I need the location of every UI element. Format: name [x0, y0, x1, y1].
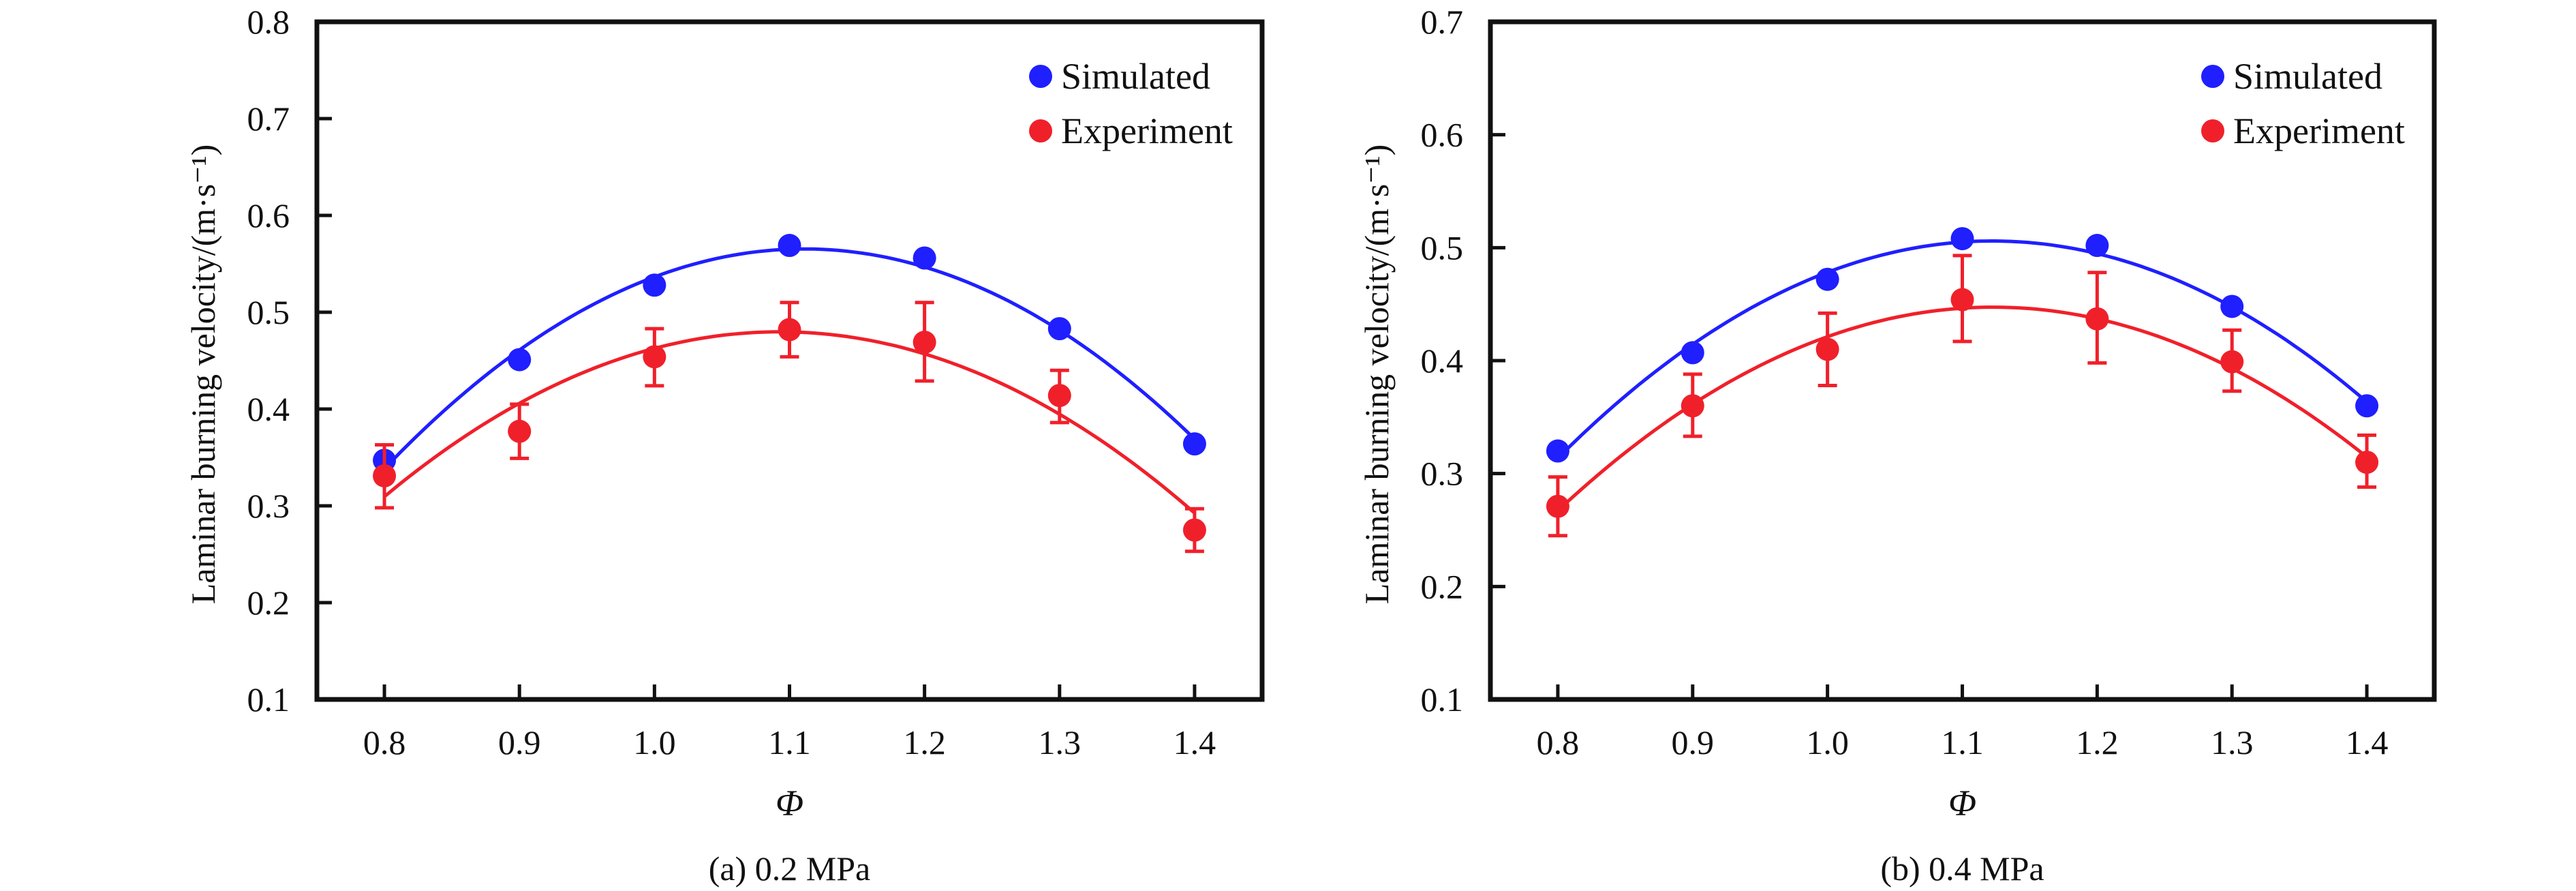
data-point	[1681, 341, 1704, 365]
data-point	[2355, 451, 2379, 474]
legend-label-experiment: Experiment	[1061, 110, 1233, 151]
data-point	[1815, 337, 1839, 361]
y-tick-label: 0.3	[247, 487, 290, 525]
panel-caption: (b) 0.4 MPa	[1880, 849, 2044, 888]
y-tick-label: 0.3	[1421, 455, 1464, 493]
x-tick-label: 1.1	[768, 723, 811, 761]
x-tick-label: 1.0	[1806, 723, 1849, 761]
data-point	[778, 234, 801, 258]
data-point	[1182, 432, 1206, 456]
x-tick-label: 0.8	[363, 723, 406, 761]
y-tick-label: 0.1	[247, 680, 290, 719]
y-tick-label: 0.8	[247, 3, 290, 41]
data-point	[913, 246, 936, 270]
data-point	[643, 345, 666, 369]
x-tick-label: 0.9	[1672, 723, 1715, 761]
data-point	[1182, 518, 1206, 542]
data-point	[2220, 295, 2244, 318]
panel-a: 0.1 0.2 0.3 0.4 0.5 0.6 0.7 0.8 0.8 0.9 1.0 1.1 1.2 1…	[184, 3, 1265, 888]
x-tick-label: 1.1	[1941, 723, 1984, 761]
data-point	[2220, 350, 2244, 374]
data-point	[1546, 494, 1569, 518]
x-axis-title: Φ	[1948, 783, 1976, 824]
legend-label-simulated: Simulated	[2233, 56, 2382, 97]
x-tick-label: 1.2	[903, 723, 946, 761]
data-point	[1950, 288, 1974, 312]
legend-label-simulated: Simulated	[1061, 56, 1210, 97]
y-tick-label: 0.7	[247, 100, 290, 138]
x-tick-label: 1.0	[633, 723, 676, 761]
legend-label-experiment: Experiment	[2233, 110, 2405, 151]
data-point	[1950, 227, 1974, 251]
x-tick-label: 0.8	[1537, 723, 1580, 761]
x-axis-title: Φ	[776, 783, 803, 824]
data-point	[643, 273, 666, 297]
y-tick-label: 0.2	[1421, 567, 1464, 605]
data-point	[1546, 439, 1569, 463]
data-point	[2355, 394, 2379, 418]
y-tick-label: 0.2	[247, 584, 290, 622]
y-tick-label: 0.4	[1421, 342, 1464, 380]
y-axis-title: Laminar burning velocity/(m·s⁻¹)	[184, 145, 222, 605]
panel-caption: (a) 0.2 MPa	[709, 849, 870, 888]
y-tick-label: 0.5	[247, 293, 290, 331]
data-point	[778, 318, 801, 342]
legend-marker-simulated	[2201, 65, 2224, 88]
series-experiment	[1546, 254, 2379, 538]
y-tick-label: 0.4	[247, 390, 290, 428]
data-point	[1047, 317, 1071, 341]
data-point	[373, 464, 397, 487]
data-point	[1681, 394, 1704, 418]
y-tick-label: 0.1	[1421, 680, 1464, 719]
y-tick-label: 0.7	[1421, 3, 1464, 41]
y-tick-label: 0.5	[1421, 228, 1464, 267]
legend-marker-experiment	[2201, 119, 2224, 142]
data-point	[1815, 267, 1839, 291]
data-point	[508, 419, 532, 443]
data-point	[508, 348, 532, 372]
data-point	[913, 331, 936, 354]
data-point	[2085, 234, 2109, 258]
y-tick-label: 0.6	[1421, 116, 1464, 154]
y-tick-label: 0.6	[247, 196, 290, 235]
x-tick-label: 0.9	[498, 723, 541, 761]
x-tick-label: 1.3	[1039, 723, 1082, 761]
legend-marker-experiment	[1029, 119, 1052, 142]
fit-curve-simulated	[383, 247, 1196, 470]
series-simulated	[1546, 227, 2379, 463]
data-point	[2085, 307, 2109, 331]
x-tick-label: 1.4	[1174, 723, 1216, 761]
x-tick-label: 1.3	[2211, 723, 2254, 761]
series-experiment	[373, 301, 1206, 554]
data-point	[1047, 384, 1071, 408]
legend-marker-simulated	[1029, 65, 1052, 88]
x-tick-label: 1.2	[2076, 723, 2119, 761]
y-axis-title: Laminar burning velocity/(m·s⁻¹)	[1358, 145, 1396, 605]
panel-b: 0.1 0.2 0.3 0.4 0.5 0.6 0.7 0.8 0.9 1.0 1.1 1.2 1.3 1…	[1358, 3, 2437, 888]
x-tick-label: 1.4	[2346, 723, 2389, 761]
